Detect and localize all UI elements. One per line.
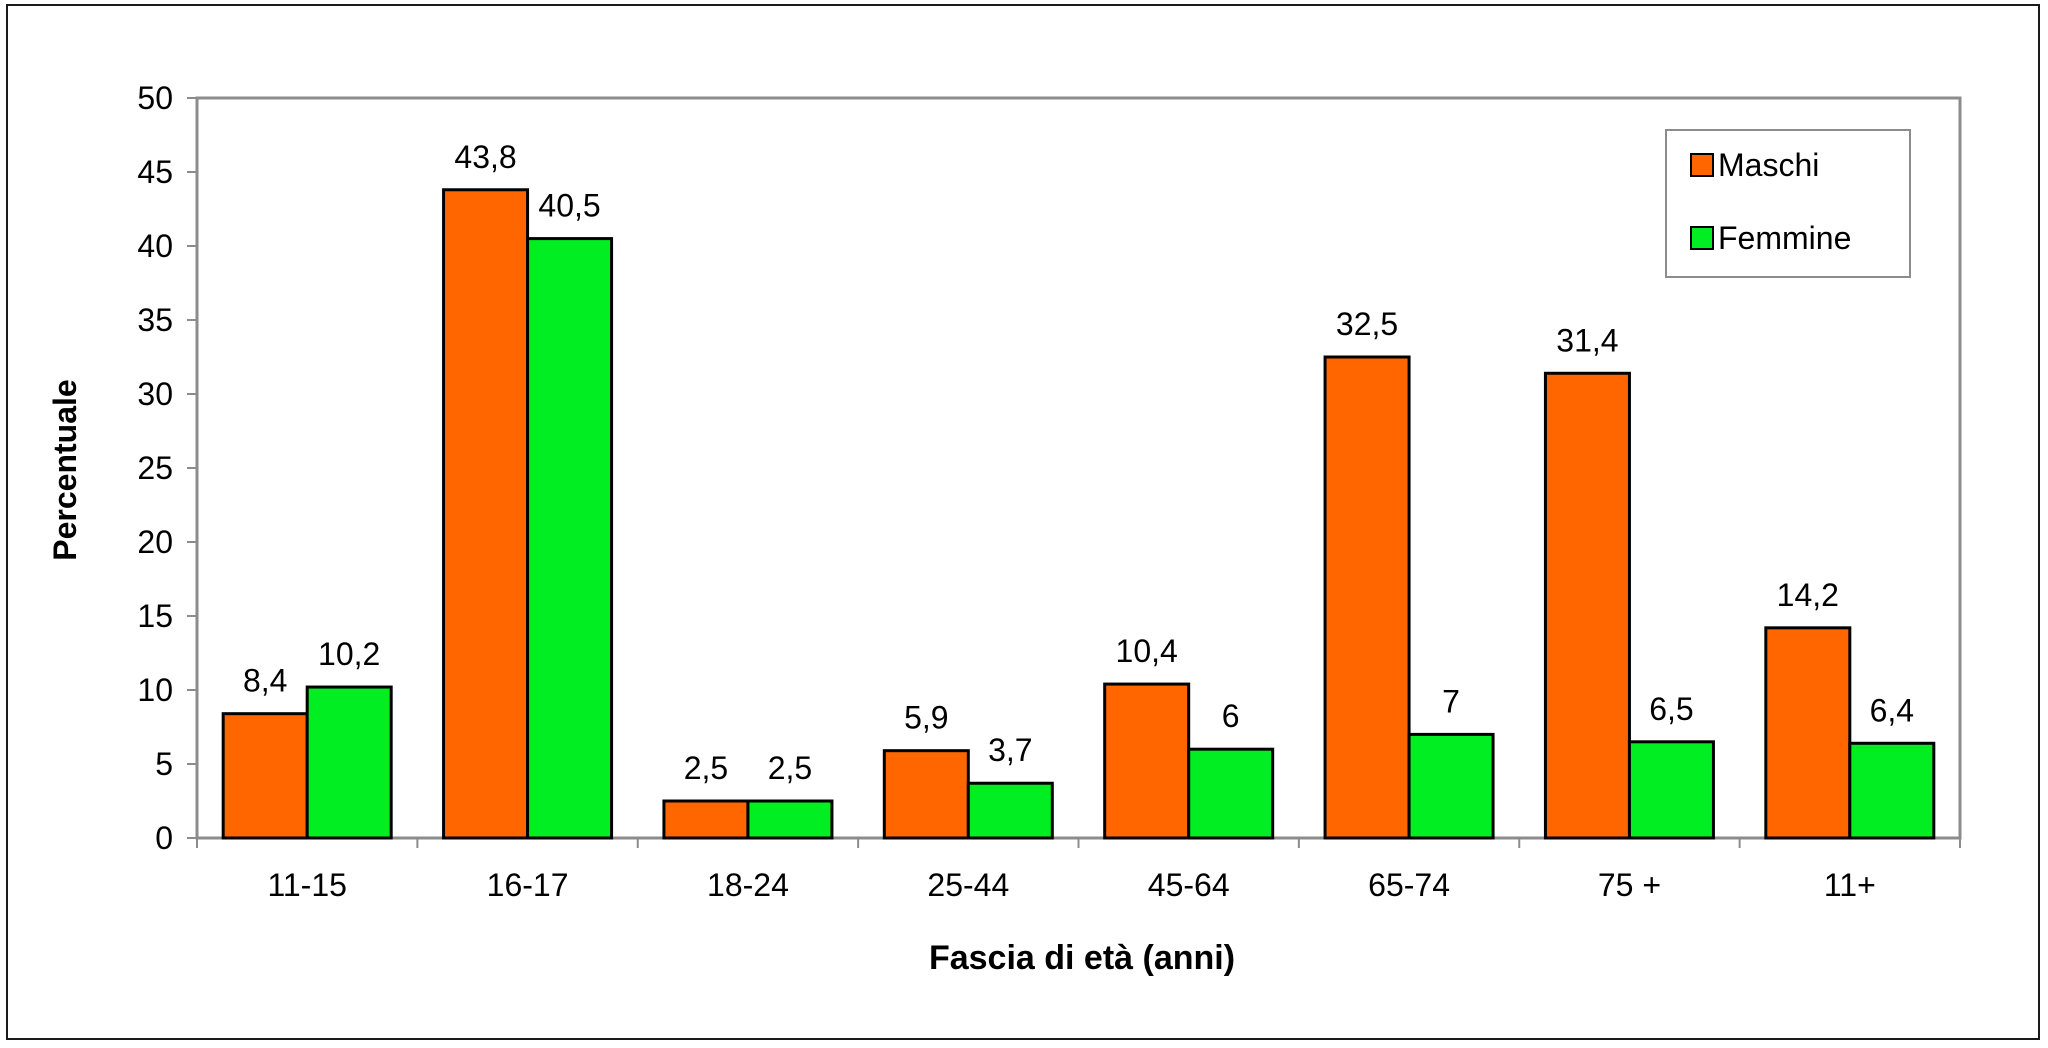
bar-maschi: [1323, 355, 1411, 840]
y-tick-label: 50: [137, 80, 173, 116]
legend-label-femmine: Femmine: [1718, 220, 1851, 256]
y-tick-label: 35: [137, 302, 173, 338]
data-label-maschi: 32,5: [1336, 306, 1398, 342]
bar-femmine: [305, 685, 393, 840]
bar-femmine: [1627, 740, 1715, 840]
bar-femmine: [966, 781, 1054, 840]
data-label-femmine: 7: [1442, 683, 1460, 719]
y-tick-label: 10: [137, 672, 173, 708]
bar-maschi: [662, 799, 750, 840]
x-tick-label: 25-44: [927, 867, 1009, 903]
x-tick-label: 11+: [1824, 867, 1876, 903]
x-axis-title: Fascia di età (anni): [929, 939, 1235, 977]
data-label-femmine: 6,5: [1649, 691, 1693, 727]
data-label-maschi: 8,4: [243, 663, 287, 699]
bar-maschi: [1103, 682, 1191, 840]
x-tick-label: 16-17: [487, 867, 569, 903]
data-label-maschi: 2,5: [684, 750, 728, 786]
y-tick-label: 30: [137, 376, 173, 412]
data-label-femmine: 2,5: [768, 750, 812, 786]
y-axis: 0 5 10 15 20 25 30 35 40 45 50: [137, 80, 197, 856]
bar-femmine: [1187, 747, 1275, 840]
y-tick-label: 40: [137, 228, 173, 264]
bar-maschi: [882, 749, 970, 840]
data-label-femmine: 6,4: [1870, 692, 1914, 728]
data-label-maschi: 10,4: [1116, 633, 1178, 669]
legend-swatch-femmine: [1690, 226, 1714, 250]
data-label-maschi: 43,8: [454, 139, 516, 175]
legend-swatch-maschi: [1690, 153, 1714, 177]
bar-femmine: [1407, 732, 1495, 840]
x-tick-label: 18-24: [707, 867, 789, 903]
y-tick-label: 20: [137, 524, 173, 560]
bar-femmine: [746, 799, 834, 840]
y-tick-label: 0: [155, 820, 173, 856]
bar-maschi: [1764, 626, 1852, 840]
y-tick-label: 25: [137, 450, 173, 486]
data-labels: 8,4 43,8 2,5 5,9 10,4 32,5 31,4 14,2 10,2 40,5 2,5…: [243, 139, 1914, 786]
bar-maschi: [1543, 371, 1631, 840]
x-tick-label: 11-15: [267, 867, 346, 903]
data-label-femmine: 3,7: [988, 732, 1032, 768]
y-axis-title: Percentuale: [47, 379, 83, 560]
bars: [221, 188, 1936, 840]
bar-maschi: [442, 188, 530, 840]
x-tick-label: 75 +: [1598, 867, 1661, 903]
data-label-femmine: 10,2: [318, 636, 380, 672]
legend: Maschi Femmine: [1665, 129, 1911, 278]
bar-femmine: [526, 237, 614, 840]
x-tick-label: 65-74: [1368, 867, 1450, 903]
data-label-maschi: 14,2: [1777, 577, 1839, 613]
bar-femmine: [1848, 741, 1936, 840]
y-tick-label: 5: [155, 746, 173, 782]
x-tick-label: 45-64: [1148, 867, 1230, 903]
data-label-femmine: 6: [1222, 698, 1240, 734]
bar-maschi: [221, 712, 309, 840]
x-axis: 11-15 16-17 18-24 25-44 45-64 65-74 75 + 11+: [196, 838, 1961, 903]
y-tick-label: 45: [137, 154, 173, 190]
data-label-maschi: 31,4: [1556, 322, 1618, 358]
y-tick-label: 15: [137, 598, 173, 634]
legend-label-maschi: Maschi: [1718, 147, 1819, 183]
data-label-maschi: 5,9: [904, 700, 948, 736]
data-label-femmine: 40,5: [538, 188, 600, 224]
